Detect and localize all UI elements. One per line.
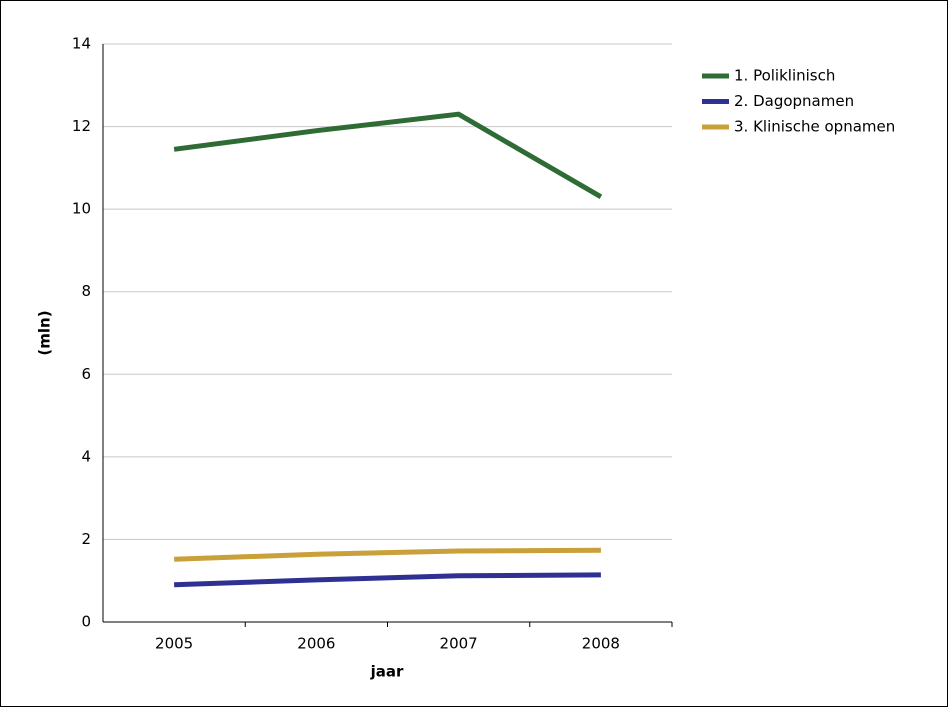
data-line bbox=[174, 572, 601, 588]
y-axis-label: (mln) bbox=[36, 310, 54, 355]
y-tick-label: 4 bbox=[81, 447, 91, 465]
y-tick-label: 2 bbox=[81, 530, 91, 548]
x-tick-label: 2006 bbox=[297, 635, 335, 653]
x-tick-label: 2007 bbox=[440, 635, 478, 653]
x-tick-label: 2008 bbox=[582, 635, 620, 653]
x-axis-label: jaar bbox=[370, 663, 404, 681]
legend-label: 3. Klinische opnamen bbox=[734, 118, 895, 136]
y-tick-label: 14 bbox=[72, 35, 91, 53]
y-tick-label: 10 bbox=[72, 200, 91, 218]
legend-label: 2. Dagopnamen bbox=[734, 92, 854, 110]
legend-label: 1. Poliklinisch bbox=[734, 67, 835, 85]
y-tick-label: 8 bbox=[81, 282, 91, 300]
y-tick-label: 0 bbox=[81, 613, 91, 631]
data-line bbox=[173, 111, 603, 199]
y-tick-label: 6 bbox=[81, 365, 91, 383]
data-line bbox=[174, 547, 601, 562]
y-tick-label: 12 bbox=[72, 117, 91, 135]
x-tick-label: 2005 bbox=[155, 635, 193, 653]
